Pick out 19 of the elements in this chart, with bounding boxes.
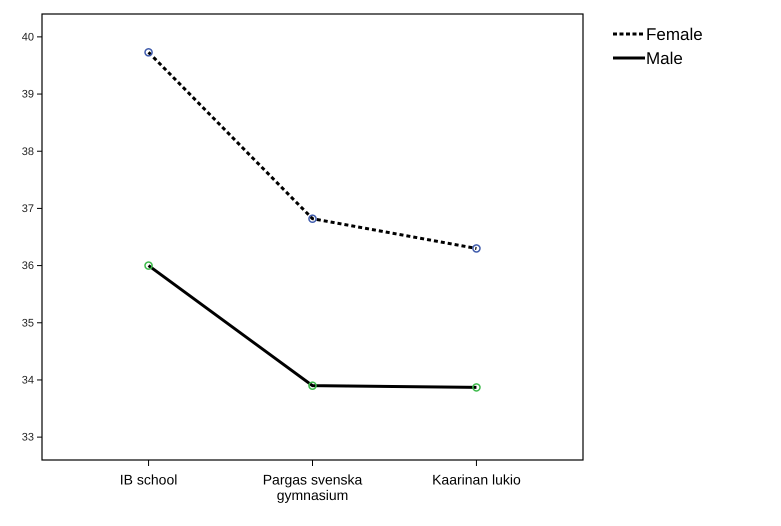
y-tick-label: 36 <box>22 260 34 272</box>
y-tick-label: 34 <box>22 374 34 386</box>
legend-label: Female <box>646 24 703 44</box>
y-tick-label: 33 <box>22 432 34 444</box>
point <box>308 214 317 224</box>
y-tick-label: 38 <box>22 146 34 158</box>
point <box>472 244 481 253</box>
x-tick-label: Kaarinan lukio <box>432 471 522 488</box>
y-tick-label: 35 <box>22 317 34 330</box>
point <box>308 381 317 390</box>
x-tick-label: Pargas svenska gymnasium <box>262 471 363 503</box>
legend-label: Male <box>646 48 683 68</box>
y-tick-label: 39 <box>22 88 34 101</box>
y-tick-label: 40 <box>22 31 34 44</box>
point <box>472 383 481 392</box>
y-tick-label: 37 <box>22 202 34 215</box>
point <box>144 261 153 270</box>
x-tick-label: IB school <box>120 471 178 488</box>
point <box>144 48 153 57</box>
